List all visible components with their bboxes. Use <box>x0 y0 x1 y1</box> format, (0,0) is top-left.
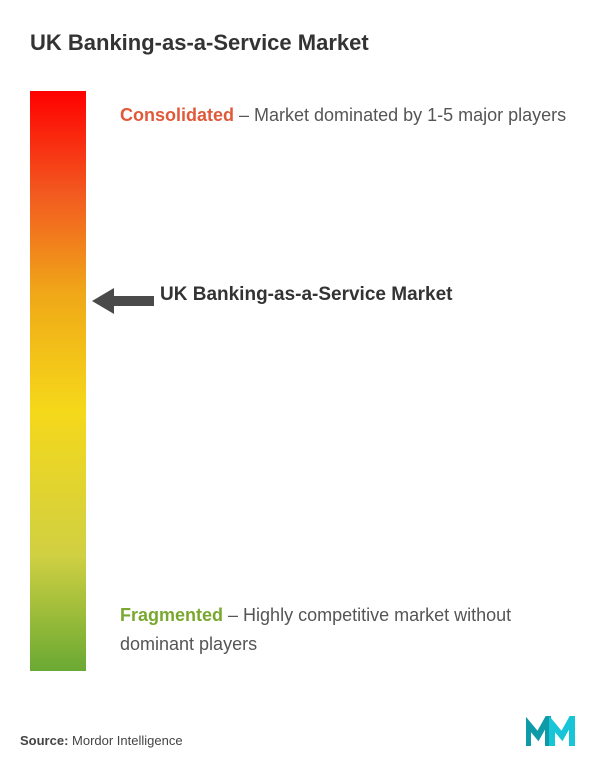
footer: Source: Mordor Intelligence <box>20 716 588 748</box>
consolidated-block: Consolidated – Market dominated by 1-5 m… <box>120 101 588 130</box>
gradient-scale <box>30 91 86 671</box>
concentration-chart: Consolidated – Market dominated by 1-5 m… <box>30 91 588 671</box>
mordor-logo-icon <box>526 716 578 748</box>
marker-block: UK Banking-as-a-Service Market <box>160 281 588 310</box>
marker-arrow-icon <box>92 286 154 316</box>
consolidated-label: Consolidated <box>120 105 234 125</box>
source-line: Source: Mordor Intelligence <box>20 733 183 748</box>
page-title: UK Banking-as-a-Service Market <box>30 30 588 56</box>
consolidated-text: – Market dominated by 1-5 major players <box>234 105 566 125</box>
fragmented-label: Fragmented <box>120 605 223 625</box>
fragmented-block: Fragmented – Highly competitive market w… <box>120 601 588 659</box>
marker-title: UK Banking-as-a-Service Market <box>160 281 460 310</box>
source-prefix: Source: <box>20 733 72 748</box>
source-name: Mordor Intelligence <box>72 733 183 748</box>
